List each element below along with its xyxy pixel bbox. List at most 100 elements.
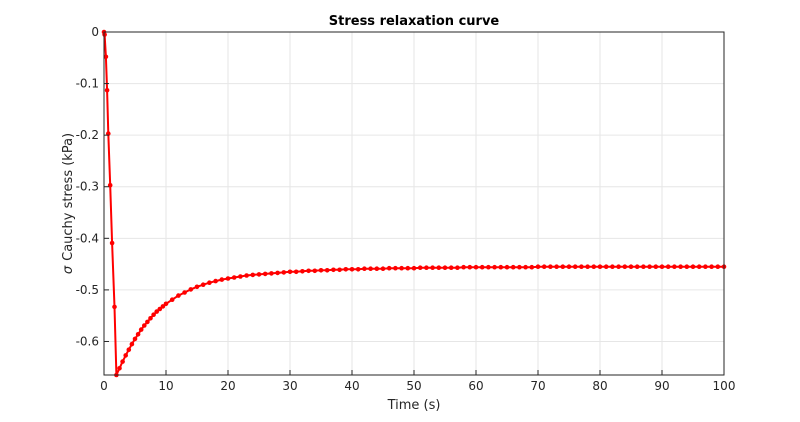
data-point — [715, 264, 721, 270]
data-point — [300, 269, 305, 274]
data-point — [399, 265, 404, 271]
data-point — [479, 264, 485, 270]
data-point — [393, 265, 398, 271]
data-point — [109, 240, 115, 246]
data-point — [275, 270, 280, 276]
data-point — [104, 88, 110, 93]
y-axis-label-symbol: σ — [61, 265, 76, 274]
data-point — [517, 264, 522, 270]
y-axis-label-text: Cauchy stress (kPa) — [61, 133, 76, 261]
x-tick-label: 80 — [592, 379, 607, 393]
data-point — [442, 265, 448, 271]
data-point — [690, 264, 696, 270]
data-point — [355, 267, 361, 272]
data-point — [405, 265, 411, 271]
data-point — [231, 275, 237, 280]
data-point — [653, 264, 659, 270]
data-point — [510, 264, 516, 270]
data-point — [430, 265, 435, 271]
data-point — [672, 264, 677, 270]
data-point — [262, 271, 268, 277]
x-axis-ticks: 0 10 20 30 40 50 60 70 80 90 100 — [100, 370, 735, 393]
data-point — [622, 264, 628, 270]
x-tick-label: 20 — [220, 379, 235, 393]
data-point — [126, 347, 132, 353]
data-point — [380, 266, 386, 272]
data-point — [337, 267, 342, 273]
data-point — [529, 264, 535, 270]
data-point — [417, 265, 423, 271]
data-point — [129, 341, 135, 347]
data-point — [585, 264, 590, 270]
data-point — [560, 264, 566, 270]
data-point — [709, 264, 714, 270]
data-point — [293, 269, 299, 275]
data-point — [455, 265, 460, 271]
y-tick-label: -0.1 — [76, 77, 99, 91]
data-point — [523, 264, 528, 270]
data-point — [504, 264, 510, 270]
data-point — [182, 290, 187, 295]
data-point — [665, 264, 671, 270]
data-point — [541, 264, 547, 270]
data-point — [411, 265, 417, 271]
data-point — [269, 271, 274, 276]
data-point — [132, 336, 138, 342]
data-point — [374, 266, 380, 272]
data-point — [103, 54, 109, 60]
data-point — [225, 276, 231, 281]
data-point — [678, 264, 683, 270]
data-point — [135, 332, 141, 337]
data-point — [250, 272, 256, 278]
data-point — [566, 264, 572, 270]
data-point — [424, 265, 429, 271]
data-point — [123, 353, 128, 358]
data-point — [703, 264, 708, 270]
y-axis-ticks: 0 -0.1 -0.2 -0.3 -0.4 -0.5 -0.6 — [76, 25, 109, 348]
data-point — [603, 264, 609, 270]
y-tick-label: -0.4 — [76, 231, 99, 245]
data-point — [343, 267, 349, 272]
data-point — [696, 264, 702, 270]
data-point — [647, 264, 652, 270]
data-point — [138, 327, 144, 332]
x-tick-label: 30 — [282, 379, 297, 393]
data-point — [281, 270, 287, 275]
data-point — [213, 278, 218, 284]
x-tick-label: 60 — [468, 379, 483, 393]
data-point — [349, 267, 355, 272]
data-point — [331, 267, 336, 273]
data-point — [306, 268, 311, 274]
data-point — [324, 268, 330, 273]
data-point — [535, 264, 541, 270]
y-tick-label: -0.3 — [76, 180, 99, 194]
data-point — [554, 264, 559, 270]
data-point — [102, 32, 107, 37]
data-point — [572, 264, 578, 270]
data-point — [386, 265, 392, 271]
data-point — [207, 280, 212, 286]
data-point — [684, 264, 690, 270]
data-point — [486, 264, 491, 270]
data-point — [473, 264, 479, 270]
x-tick-label: 40 — [344, 379, 359, 393]
data-point — [498, 264, 504, 270]
data-point — [436, 265, 442, 271]
data-point — [238, 274, 243, 279]
data-point — [492, 264, 497, 270]
data-point — [548, 264, 553, 270]
x-tick-label: 100 — [713, 379, 736, 393]
data-point — [169, 297, 175, 303]
x-axis-label: Time (s) — [387, 398, 441, 413]
data-point — [194, 284, 200, 290]
data-point — [200, 282, 206, 288]
chart-title: Stress relaxation curve — [329, 14, 500, 29]
data-point — [610, 264, 615, 270]
data-point — [634, 264, 640, 270]
y-tick-label: -0.5 — [76, 283, 99, 297]
data-point — [244, 273, 249, 278]
data-point — [107, 182, 113, 188]
data-point — [117, 366, 122, 371]
data-point — [616, 264, 621, 270]
